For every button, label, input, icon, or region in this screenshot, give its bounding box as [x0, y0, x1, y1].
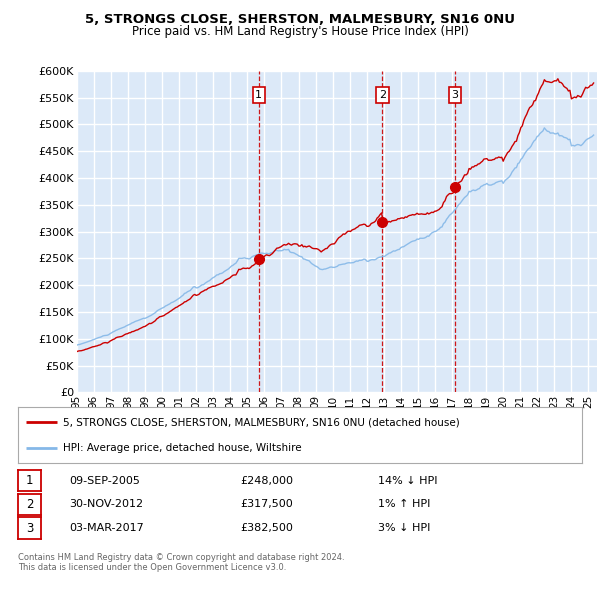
Text: 5, STRONGS CLOSE, SHERSTON, MALMESBURY, SN16 0NU (detached house): 5, STRONGS CLOSE, SHERSTON, MALMESBURY, … — [63, 417, 460, 427]
Text: Contains HM Land Registry data © Crown copyright and database right 2024.: Contains HM Land Registry data © Crown c… — [18, 553, 344, 562]
Text: This data is licensed under the Open Government Licence v3.0.: This data is licensed under the Open Gov… — [18, 563, 286, 572]
Text: 3% ↓ HPI: 3% ↓ HPI — [378, 523, 430, 533]
Text: 3: 3 — [451, 90, 458, 100]
Text: Price paid vs. HM Land Registry's House Price Index (HPI): Price paid vs. HM Land Registry's House … — [131, 25, 469, 38]
Text: £248,000: £248,000 — [240, 476, 293, 486]
Text: 1% ↑ HPI: 1% ↑ HPI — [378, 500, 430, 509]
Text: 5, STRONGS CLOSE, SHERSTON, MALMESBURY, SN16 0NU: 5, STRONGS CLOSE, SHERSTON, MALMESBURY, … — [85, 13, 515, 26]
Text: HPI: Average price, detached house, Wiltshire: HPI: Average price, detached house, Wilt… — [63, 443, 302, 453]
Text: 3: 3 — [26, 522, 33, 535]
Text: 1: 1 — [255, 90, 262, 100]
Text: 03-MAR-2017: 03-MAR-2017 — [69, 523, 144, 533]
Text: 09-SEP-2005: 09-SEP-2005 — [69, 476, 140, 486]
Text: 14% ↓ HPI: 14% ↓ HPI — [378, 476, 437, 486]
Text: 1: 1 — [26, 474, 33, 487]
Text: 30-NOV-2012: 30-NOV-2012 — [69, 500, 143, 509]
Text: 2: 2 — [379, 90, 386, 100]
Text: 2: 2 — [26, 498, 33, 511]
Text: £382,500: £382,500 — [240, 523, 293, 533]
Text: £317,500: £317,500 — [240, 500, 293, 509]
